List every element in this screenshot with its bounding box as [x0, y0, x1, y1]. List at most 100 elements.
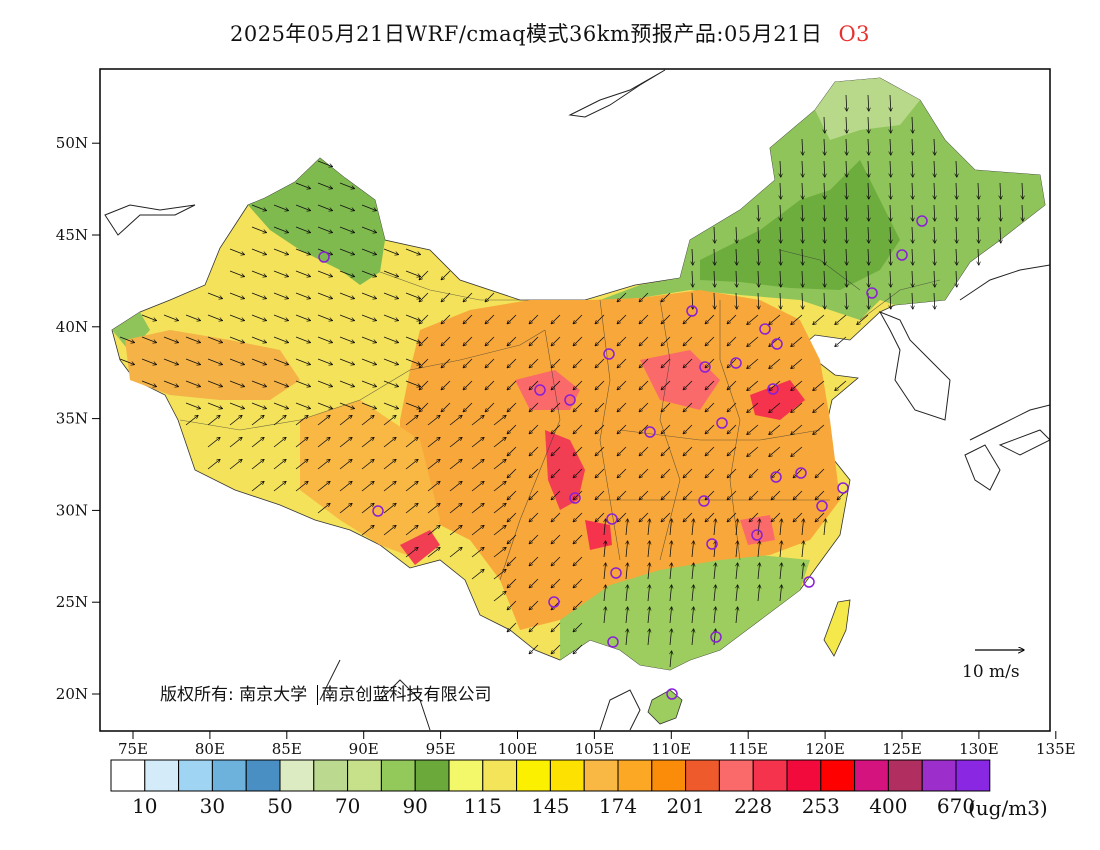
wind-vector [419, 314, 429, 324]
wind-vector [485, 380, 495, 390]
wind-vector [295, 402, 310, 409]
wind-vector [824, 519, 826, 536]
monitoring-site-marker [548, 596, 560, 608]
wind-vector [595, 380, 605, 390]
wind-vector [507, 402, 517, 412]
wind-vector [934, 226, 935, 243]
wind-vector [471, 437, 484, 448]
wind-vector [934, 204, 935, 221]
wind-vector [813, 424, 825, 435]
legend-value-label: 115 [463, 794, 502, 818]
wind-vector [361, 402, 376, 409]
legend-swatch [380, 759, 416, 792]
wind-vector [780, 292, 781, 309]
wind-vector [747, 314, 759, 325]
wind-vector [868, 160, 869, 177]
wind-vector [846, 226, 847, 243]
wind-vector [529, 512, 539, 522]
wind-vector [449, 459, 462, 470]
wind-vector [507, 314, 517, 324]
wind-vector [273, 380, 288, 387]
wind-vector [295, 248, 310, 255]
wind-vector [824, 116, 825, 133]
wind-vector [449, 481, 462, 492]
legend-swatch [211, 759, 247, 792]
wind-vector [857, 314, 869, 325]
wind-vector [683, 358, 693, 368]
wind-vector-field [119, 94, 1023, 668]
wind-vector [441, 380, 451, 390]
lon-tick-label: 135E [1036, 740, 1076, 758]
monitoring-site-marker [699, 361, 711, 373]
wind-vector [551, 424, 561, 434]
wind-vector [573, 556, 583, 566]
wind-vector [868, 270, 869, 287]
monitoring-site-marker [770, 471, 782, 483]
wind-vector [493, 569, 506, 580]
wind-vector [813, 402, 825, 413]
wind-vector [295, 336, 310, 343]
wind-vector [317, 459, 330, 470]
wind-vector [229, 402, 244, 409]
wind-vector [317, 402, 332, 409]
wind-vector [802, 138, 803, 155]
wind-vector [419, 380, 429, 390]
wind-vector [639, 468, 649, 478]
wind-vector [463, 336, 473, 346]
wind-vector [317, 292, 332, 299]
wind-vector [507, 468, 517, 478]
wind-vector [661, 490, 671, 500]
wind-vector [485, 358, 495, 368]
legend-swatch [786, 759, 822, 792]
wind-vector [595, 358, 605, 368]
wind-vector [912, 248, 913, 265]
wind-vector [758, 541, 760, 558]
wind-vector [771, 490, 781, 500]
wind-vector [736, 226, 737, 243]
wind-vector [727, 314, 737, 324]
wind-vector [705, 380, 715, 390]
wind-vector [912, 226, 913, 243]
wind-vector [573, 622, 583, 632]
wind-vector [573, 402, 583, 412]
wind-vector [573, 578, 583, 588]
monitoring-site-marker [771, 338, 783, 350]
wind-vector [361, 292, 376, 299]
wind-vector [1000, 226, 1001, 243]
wind-vector [427, 547, 440, 558]
wind-vector [529, 424, 539, 434]
wind-vector [383, 525, 396, 536]
wind-vector [868, 138, 869, 155]
wind-vector [163, 314, 178, 321]
wind-vector [507, 380, 517, 390]
northeast-darkgreen-zone [700, 160, 900, 290]
wind-vector [683, 468, 693, 478]
wind-vector [339, 204, 354, 211]
wind-vector [441, 402, 451, 412]
wind-vector [507, 336, 517, 346]
wind-vector [273, 358, 288, 365]
wind-vector [185, 415, 198, 426]
wind-vector [736, 585, 738, 602]
wind-vector [573, 424, 583, 434]
wind-vector [934, 138, 935, 155]
wind-vector [573, 512, 583, 522]
wind-vector [705, 402, 715, 412]
wind-vector [780, 204, 781, 221]
wind-vector [648, 541, 650, 558]
wind-vector [595, 490, 605, 500]
wind-vector [383, 415, 396, 426]
wind-vector [529, 644, 539, 654]
wind-vector [595, 402, 605, 412]
wind-vector [229, 292, 244, 299]
wind-vector [714, 248, 715, 265]
wind-vector [141, 314, 156, 321]
wind-vector [769, 402, 781, 413]
wind-vector [273, 292, 288, 299]
wind-vector [361, 204, 376, 211]
wind-vector [317, 270, 332, 277]
wind-vector [207, 437, 220, 448]
wind-vector [815, 490, 825, 500]
legend-value-label: 90 [402, 794, 428, 818]
wind-vector [361, 226, 376, 233]
